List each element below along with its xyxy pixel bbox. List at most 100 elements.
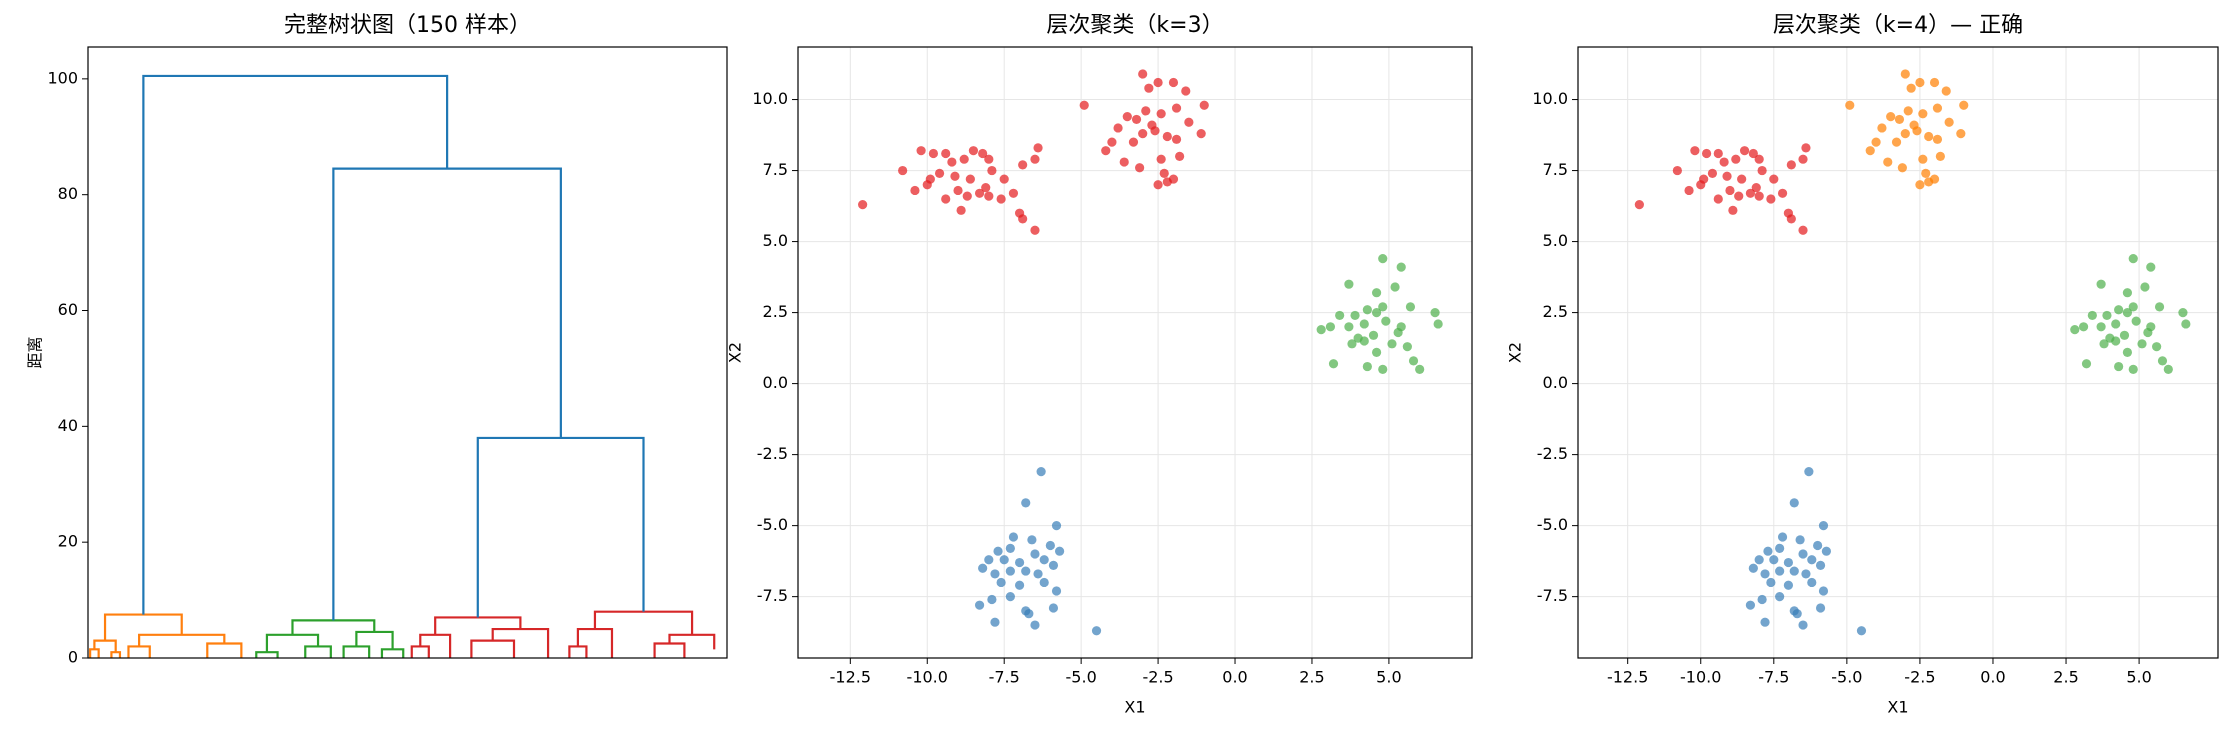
scatter-point (1777, 188, 1788, 198)
dendrogram-link (476, 436, 645, 618)
scatter-point (999, 555, 1009, 565)
scatter-point (1024, 609, 1034, 619)
scatter-point (1915, 77, 1925, 88)
dendrogram-link (304, 645, 332, 658)
panel-title: 层次聚类（k=3） (1046, 13, 1223, 38)
scatter-point (1795, 535, 1805, 545)
scatter-point (984, 154, 994, 164)
scatter-point (1871, 137, 1881, 147)
x-tick-label: -12.5 (1607, 668, 1648, 687)
scatter-point (910, 185, 920, 196)
scatter-point (1156, 109, 1166, 119)
scatter-point (1769, 174, 1779, 184)
scatter-point (1707, 168, 1718, 179)
dendrogram-link (127, 645, 151, 658)
dendrogram-link (265, 633, 320, 653)
scatter-point (928, 148, 939, 159)
scatter-point (2096, 322, 2106, 332)
scatter-point (1328, 359, 1339, 369)
scatter-point (1128, 137, 1139, 147)
dendrogram-link (491, 627, 550, 658)
scatter-point (1030, 620, 1040, 630)
scatter-point (1783, 580, 1794, 590)
y-axis-label: 距离 (26, 336, 45, 368)
scatter-point (1775, 543, 1785, 553)
x-tick-label: -5.0 (1066, 668, 1097, 687)
scatter-point (1748, 148, 1758, 159)
scatter-point (1079, 100, 1089, 110)
scatter-point (1135, 163, 1145, 173)
scatter-point (1005, 543, 1015, 553)
y-tick-label: 80 (58, 184, 78, 203)
x-tick-label: 2.5 (2053, 668, 2078, 687)
scatter-point (1371, 288, 1382, 298)
scatter-point (2102, 310, 2112, 321)
scatter-point (1959, 100, 1969, 110)
scatter-point (1807, 555, 1817, 565)
y-tick-label: 7.5 (763, 160, 788, 179)
scatter-point (1402, 342, 1412, 352)
scatter-point (2114, 361, 2124, 372)
scatter-point (1021, 566, 1031, 576)
y-tick-label: 0.0 (1543, 373, 1568, 392)
scatter-point (1754, 555, 1764, 565)
axes-frame (797, 46, 1473, 659)
y-tick-label: -2.5 (1537, 444, 1568, 463)
dendrogram-link (568, 645, 588, 658)
scatter-point (1021, 498, 1031, 508)
scatter-point (1039, 577, 1049, 588)
scatter-point (1932, 103, 1943, 113)
scatter-point (1005, 566, 1015, 576)
scatter-point (2131, 316, 2141, 326)
scatter-point (1932, 134, 1943, 144)
scatter-point (1387, 339, 1397, 349)
axes-frame (87, 46, 728, 659)
scatter-point (1815, 560, 1826, 570)
scatter-point (2157, 356, 2168, 366)
dendrogram-link (110, 651, 122, 658)
scatter-point (1027, 535, 1037, 545)
scatter-point (1368, 330, 1379, 340)
scatter-point (2070, 325, 2080, 335)
scatter-point (941, 194, 951, 204)
scatter-point (1171, 103, 1182, 113)
y-axis-label: X2 (1506, 342, 1525, 363)
scatter-point (1956, 129, 1966, 139)
scatter-point (1821, 546, 1832, 556)
scatter-point (968, 146, 979, 156)
y-tick-label: -5.0 (757, 515, 788, 534)
scatter-point (1033, 569, 1043, 579)
scatter-point (1415, 364, 1425, 375)
dendrogram-link (342, 645, 371, 658)
scatter-point (1359, 336, 1369, 346)
x-tick-label: -7.5 (989, 668, 1020, 687)
x-tick-label: -7.5 (1758, 668, 1789, 687)
scatter-point (1760, 569, 1770, 579)
scatter-point (1672, 165, 1682, 176)
scatter-point (1405, 302, 1416, 312)
scatter-point (1699, 174, 1709, 184)
scatter-point (1786, 160, 1796, 170)
scatter-point (1760, 617, 1770, 627)
scatter-point (1713, 194, 1723, 204)
scatter-point (987, 594, 997, 605)
scatter-point (990, 617, 1000, 627)
scatter-point (2122, 307, 2133, 318)
scatter-point (2114, 305, 2124, 315)
x-tick-label: 2.5 (1299, 668, 1324, 687)
scatter-point (2163, 364, 2173, 375)
y-tick-label: 5.0 (763, 231, 788, 250)
scatter-point (1909, 120, 1919, 130)
scatter-point (1818, 521, 1829, 531)
scatter-point (1005, 592, 1015, 602)
scatter-point (1335, 310, 1345, 321)
axes-frame (1577, 46, 2219, 659)
scatter-point (2178, 307, 2188, 318)
scatter-point (1359, 319, 1369, 329)
scatter-point (1886, 111, 1896, 122)
scatter-point (1856, 626, 1867, 636)
scatter-point (1048, 603, 1059, 613)
y-tick-label: 0.0 (763, 373, 788, 392)
scatter-point (1807, 577, 1817, 588)
scatter-point (1018, 160, 1028, 170)
